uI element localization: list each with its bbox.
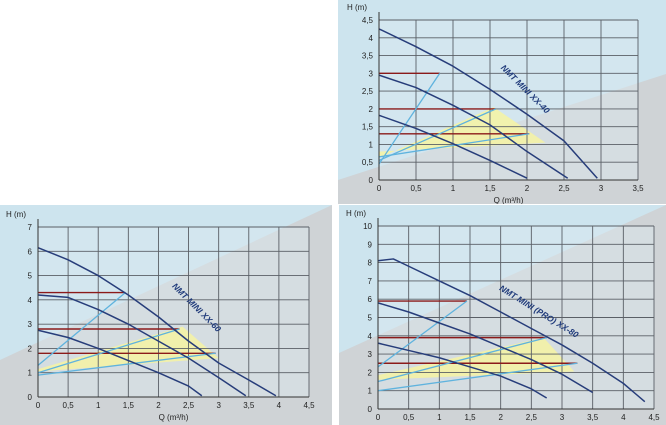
y-tick-label: 1 — [368, 387, 373, 396]
y-tick-label: 7 — [368, 277, 373, 286]
x-tick-label: 4 — [621, 413, 626, 422]
x-tick-label: 1,5 — [123, 401, 135, 410]
y-axis-label: H (m) — [6, 210, 26, 219]
pump-curve-1 — [377, 258, 646, 403]
x-tick-label: 3,5 — [243, 401, 255, 410]
pump-curve-1 — [378, 28, 598, 179]
y-tick-label: 10 — [363, 222, 372, 231]
pump-curve-2 — [37, 294, 247, 397]
plot-area — [379, 20, 638, 180]
x-tick-label: 3 — [216, 401, 221, 410]
x-tick-label: 0 — [376, 413, 381, 422]
y-tick-label: 1 — [369, 140, 374, 149]
y-tick-label: 2 — [368, 368, 373, 377]
x-tick-label: 2,5 — [558, 184, 570, 193]
plot-area — [38, 227, 309, 397]
x-tick-label: 4,5 — [648, 413, 660, 422]
y-tick-label: 4 — [28, 296, 33, 305]
system-curve — [37, 328, 180, 374]
y-tick-label: 7 — [28, 223, 33, 232]
chart-xx60: 0 0,5 1 1,5 2 2,5 3 3,5 4 4,5 0 1 2 3 4 5 6 7H (m) Q (m³/h… — [0, 205, 332, 425]
x-axis-label: Q (m³/h) — [494, 196, 524, 204]
operating-region — [379, 107, 546, 158]
x-tick-label: 0 — [377, 184, 382, 193]
system-curve — [377, 300, 468, 368]
y-axis-label: H (m) — [347, 3, 367, 12]
x-tick-label: 3 — [599, 184, 604, 193]
y-tick-label: 0,5 — [362, 158, 374, 167]
system-curve — [377, 362, 578, 392]
x-tick-label: 4 — [277, 401, 282, 410]
y-tick-label: 0 — [368, 405, 373, 414]
x-tick-label: 1,5 — [484, 184, 496, 193]
pump-curve-3 — [37, 329, 203, 397]
x-tick-label: 1 — [96, 401, 101, 410]
y-tick-label: 2 — [369, 105, 374, 114]
x-axis-label: Q (m³/h) — [159, 413, 189, 422]
y-tick-label: 6 — [368, 295, 373, 304]
y-tick-label: 4 — [368, 332, 373, 341]
x-tick-label: 2 — [156, 401, 161, 410]
x-tick-label: 2 — [498, 413, 503, 422]
y-tick-label: 0 — [369, 176, 374, 185]
x-tick-label: 0,5 — [403, 413, 415, 422]
system-curve — [377, 337, 547, 383]
chart-xx40: 0 0,5 1 1,5 2 2,5 3 3,5 0 0,5 1 1,5 2 2,5 3 3,5 4 4,5 H (m… — [338, 0, 666, 204]
y-tick-label: 3 — [369, 69, 374, 78]
chart-panel-xx60: 0 0,5 1 1,5 2 2,5 3 3,5 4 4,5 0 1 2 3 4 5 6 7 H (m) Q (m³/h… — [0, 205, 332, 425]
y-tick-label: 5 — [368, 314, 373, 323]
y-tick-label: 6 — [28, 247, 33, 256]
y-tick-label: 4 — [369, 34, 374, 43]
y-axis-label: H (m) — [346, 209, 366, 218]
y-tick-label: 2 — [28, 344, 33, 353]
x-tick-label: 3,5 — [632, 184, 644, 193]
y-tick-label: 5 — [28, 272, 33, 281]
x-tick-label: 4,5 — [303, 401, 315, 410]
x-tick-label: 0,5 — [63, 401, 75, 410]
y-tick-label: 2,5 — [362, 87, 374, 96]
system-curve — [37, 292, 126, 366]
y-tick-label: 3 — [368, 350, 373, 359]
y-tick-label: 1 — [28, 369, 33, 378]
pump-curve-3 — [378, 114, 528, 179]
y-tick-label: 4,5 — [362, 16, 374, 25]
x-tick-label: 3,5 — [587, 413, 599, 422]
x-tick-label: 2,5 — [183, 401, 195, 410]
pump-curve-2 — [378, 74, 569, 179]
x-tick-label: 1 — [437, 413, 442, 422]
x-tick-label: 1 — [451, 184, 456, 193]
system-curve — [378, 133, 530, 158]
x-tick-label: 2,5 — [526, 413, 538, 422]
pump-curve-3 — [377, 342, 548, 399]
chart-panel-xx40: 0 0,5 1 1,5 2 2,5 3 3,5 0 0,5 1 1,5 2 2,5 3 3,5 4 4,5 H (m… — [338, 0, 666, 204]
y-tick-label: 1,5 — [362, 123, 374, 132]
x-tick-label: 0 — [36, 401, 41, 410]
y-tick-label: 3,5 — [362, 52, 374, 61]
x-tick-label: 2 — [525, 184, 530, 193]
system-curve — [378, 72, 441, 165]
x-tick-label: 1,5 — [464, 413, 476, 422]
y-tick-label: 3 — [28, 320, 33, 329]
x-tick-label: 3 — [560, 413, 565, 422]
x-tick-label: 0,5 — [410, 184, 422, 193]
pump-curve-2 — [377, 302, 594, 394]
y-tick-label: 9 — [368, 240, 373, 249]
y-tick-label: 0 — [28, 393, 33, 402]
y-tick-label: 8 — [368, 259, 373, 268]
pump-curve-1 — [37, 246, 277, 397]
